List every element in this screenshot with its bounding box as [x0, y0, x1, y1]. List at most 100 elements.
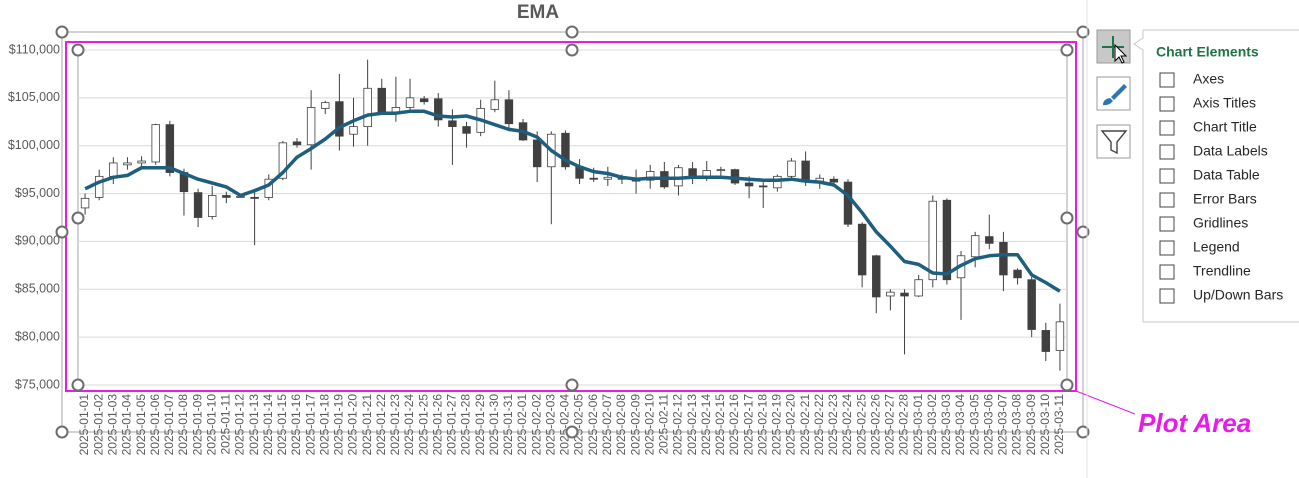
resize-handle[interactable]	[565, 25, 579, 39]
checkbox-label[interactable]: Gridlines	[1193, 215, 1248, 231]
chart-styles-button[interactable]	[1096, 76, 1131, 111]
candle-body	[843, 181, 853, 225]
candle-body	[645, 171, 655, 181]
checkbox[interactable]	[1159, 216, 1175, 232]
resize-handle[interactable]	[1060, 378, 1074, 392]
x-tick-label: 2025-02-05	[572, 394, 586, 456]
checkbox-label[interactable]: Data Labels	[1193, 143, 1268, 159]
candle-body	[321, 102, 330, 109]
x-tick-label: 2025-01-20	[346, 394, 360, 456]
candle-body	[448, 120, 457, 127]
candle-body	[886, 291, 895, 297]
x-tick-label: 2025-01-29	[473, 394, 487, 456]
x-tick-label: 2025-01-14	[261, 394, 275, 456]
x-tick-label: 2025-02-03	[543, 394, 557, 456]
chart-filters-button[interactable]	[1096, 124, 1131, 159]
checkbox[interactable]	[1159, 192, 1175, 208]
candle-body	[787, 160, 796, 177]
checkbox[interactable]	[1159, 168, 1175, 184]
resize-handle[interactable]	[55, 225, 69, 239]
button-bg[interactable]	[1096, 124, 1131, 159]
x-tick-label: 2025-03-08	[1010, 394, 1024, 456]
x-tick-label: 2025-01-19	[332, 394, 346, 456]
checkbox-label[interactable]: Axis Titles	[1193, 95, 1256, 111]
x-tick-label: 2025-03-04	[953, 394, 967, 456]
resize-handle[interactable]	[55, 425, 69, 439]
resize-handle[interactable]	[71, 211, 85, 225]
checkbox-label[interactable]: Chart Title	[1193, 119, 1257, 135]
resize-handle[interactable]	[1060, 43, 1074, 57]
resize-handle[interactable]	[565, 43, 579, 57]
x-tick-label: 2025-02-10	[642, 394, 656, 456]
candle-body	[1027, 279, 1036, 330]
checkbox-label[interactable]: Up/Down Bars	[1193, 287, 1283, 303]
ema-line	[84, 109, 1061, 293]
checkbox[interactable]	[1159, 264, 1175, 280]
x-tick-label: 2025-02-26	[868, 394, 882, 456]
resize-handle[interactable]	[71, 378, 85, 392]
x-tick-label: 2025-01-15	[275, 394, 289, 456]
resize-handle[interactable]	[71, 43, 85, 57]
candle-body	[999, 241, 1008, 276]
candle-body	[1055, 321, 1065, 351]
candle-body	[914, 279, 923, 297]
x-tick-label: 2025-02-20	[784, 394, 798, 456]
candle-body	[872, 255, 881, 298]
checkbox-label[interactable]: Error Bars	[1193, 191, 1257, 207]
resize-handle[interactable]	[55, 25, 69, 39]
x-tick-label: 2025-02-07	[600, 394, 614, 456]
candle-body	[250, 196, 259, 199]
resize-handle[interactable]	[1076, 425, 1090, 439]
x-tick-label: 2025-01-23	[388, 394, 402, 456]
checkbox[interactable]	[1159, 288, 1175, 304]
x-tick-label: 2025-02-09	[628, 394, 642, 456]
y-tick-label: $100,000	[8, 138, 60, 152]
resize-handle[interactable]	[565, 425, 579, 439]
candle-body	[1013, 269, 1022, 279]
checkbox-label[interactable]: Legend	[1193, 239, 1240, 255]
x-tick-label: 2025-01-27	[445, 394, 459, 456]
candle-body	[335, 101, 344, 137]
checkbox[interactable]	[1159, 120, 1175, 136]
checkbox[interactable]	[1159, 72, 1175, 88]
candle-body	[165, 124, 175, 173]
resize-handle[interactable]	[1060, 211, 1074, 225]
candle-body	[801, 160, 810, 183]
candle-body	[80, 197, 90, 209]
x-tick-label: 2025-03-01	[911, 394, 925, 456]
x-tick-label: 2025-02-08	[614, 394, 628, 456]
checkbox-label[interactable]: Trendline	[1193, 263, 1251, 279]
x-tick-label: 2025-01-25	[416, 394, 430, 456]
x-tick-label: 2025-01-21	[360, 394, 374, 456]
y-tick-label: $110,000	[9, 42, 60, 56]
x-tick-label: 2025-01-04	[120, 394, 134, 456]
checkbox[interactable]	[1159, 240, 1175, 256]
x-tick-label: 2025-02-24	[840, 394, 854, 456]
resize-handle[interactable]	[1076, 25, 1090, 39]
candle-body	[278, 142, 288, 179]
x-tick-label: 2025-01-16	[289, 394, 303, 456]
x-tick-label: 2025-01-26	[430, 394, 444, 456]
x-tick-label: 2025-01-24	[402, 394, 416, 456]
checkbox-label[interactable]: Axes	[1193, 71, 1224, 87]
chart-elements-button[interactable]	[1096, 29, 1131, 64]
resize-handle[interactable]	[1076, 225, 1090, 239]
x-tick-label: 2025-03-09	[1024, 394, 1038, 456]
checkbox[interactable]	[1159, 96, 1175, 112]
x-tick-label: 2025-02-02	[529, 394, 543, 456]
checkbox-label[interactable]: Data Table	[1193, 167, 1260, 183]
button-bg[interactable]	[1096, 76, 1131, 111]
x-tick-label: 2025-03-10	[1038, 394, 1052, 456]
candle-body	[151, 124, 160, 163]
candle-body	[589, 177, 598, 180]
resize-handle[interactable]	[565, 378, 579, 392]
candle-body	[123, 162, 132, 166]
candle-body	[942, 199, 952, 281]
x-tick-label: 2025-02-11	[657, 394, 671, 455]
checkbox[interactable]	[1159, 144, 1175, 160]
candle-body	[222, 195, 231, 198]
x-tick-label: 2025-02-04	[558, 394, 572, 456]
candle-body	[137, 160, 146, 164]
cursor	[1114, 43, 1128, 64]
